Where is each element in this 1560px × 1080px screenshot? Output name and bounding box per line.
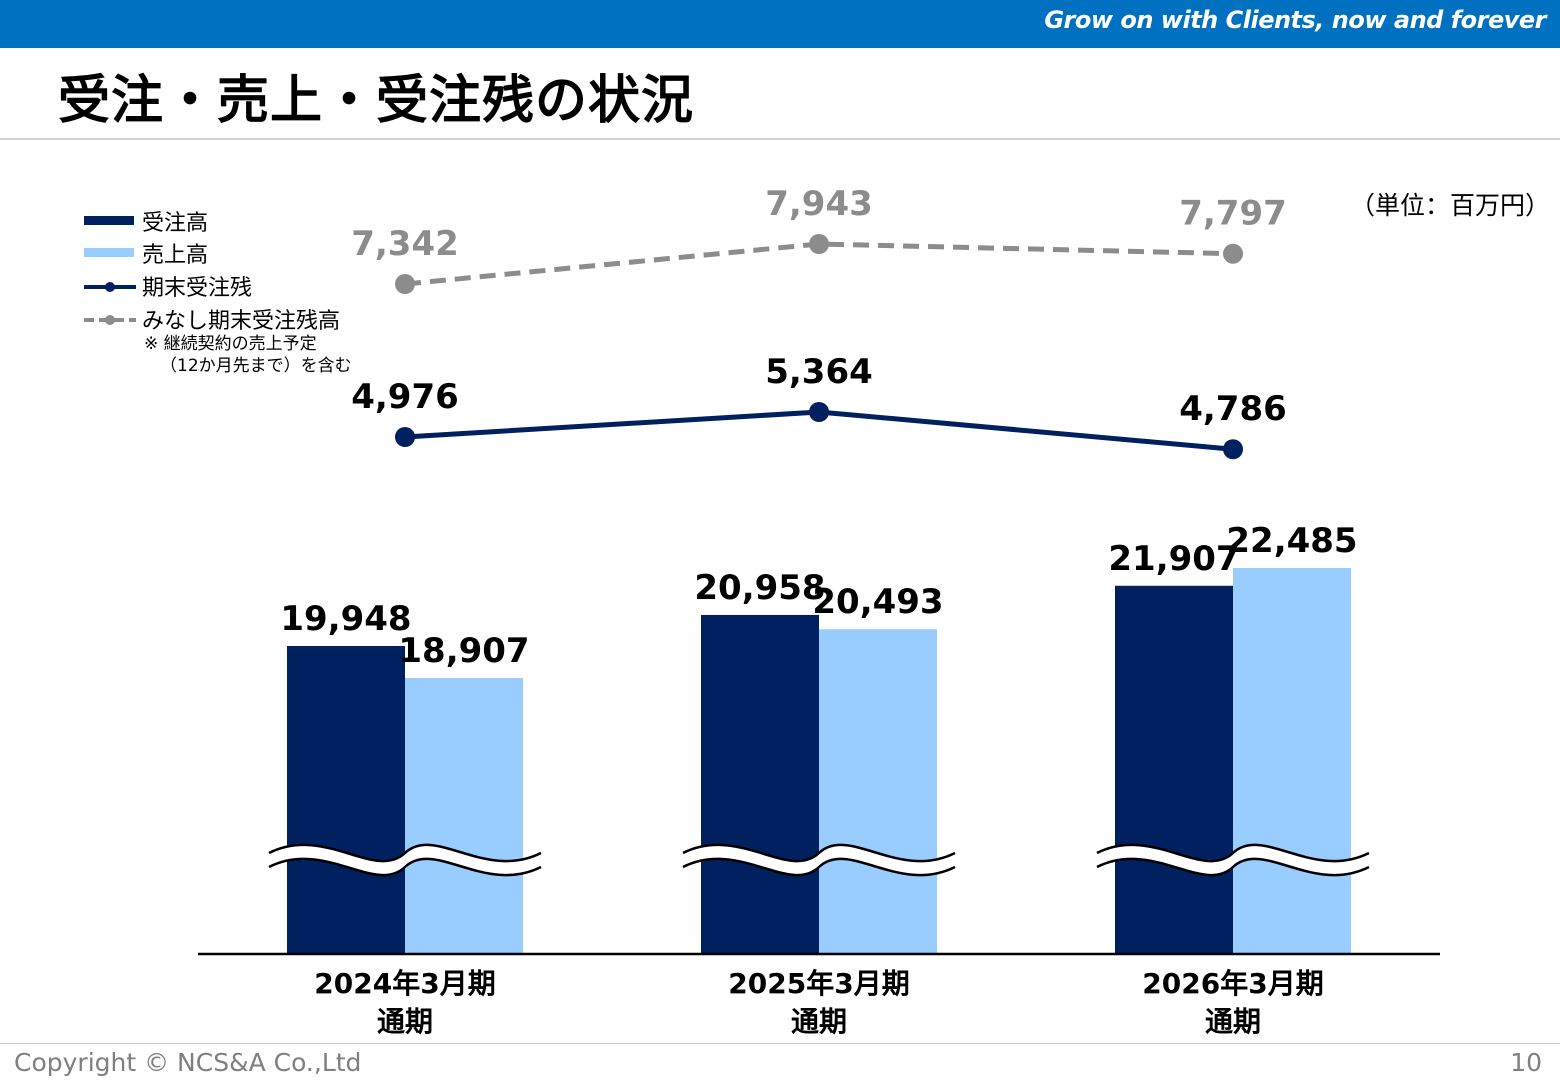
copyright: Copyright © NCS&A Co.,Ltd bbox=[14, 1048, 362, 1077]
legend-label-deemed-backlog: みなし期末受注残高 bbox=[142, 309, 340, 334]
x-tick-label-0-1: 通期 bbox=[377, 1005, 433, 1038]
point-label-backlog-1: 5,364 bbox=[765, 352, 873, 392]
legend-note-line2: （12か月先まで）を含む bbox=[160, 356, 352, 376]
x-tick-label-1-1: 通期 bbox=[791, 1005, 847, 1038]
bar-sales-1 bbox=[819, 629, 937, 954]
bar-label-orders-0: 19,948 bbox=[280, 599, 411, 639]
point-deemed-backlog-1 bbox=[809, 234, 829, 254]
axis-break-bottom-0 bbox=[268, 857, 542, 877]
bar-label-sales-2: 22,485 bbox=[1226, 521, 1357, 561]
bar-label-sales-0: 18,907 bbox=[398, 631, 529, 671]
legend-swatch-sales bbox=[84, 248, 134, 257]
bar-value-labels: 19,948 20,958 21,907 18,907 20,493 22,485 bbox=[280, 521, 1357, 671]
axis-break-top-0 bbox=[268, 843, 542, 863]
axis-break-top-1 bbox=[682, 843, 956, 863]
legend-label-backlog: 期末受注残 bbox=[142, 276, 252, 301]
tagline: Grow on with Clients, now and forever bbox=[1044, 6, 1546, 34]
bar-sales-0 bbox=[405, 678, 523, 954]
x-tick-label-0-0: 2024年3月期 bbox=[314, 967, 495, 1000]
bar-sales-2 bbox=[1233, 568, 1351, 954]
point-deemed-backlog-2 bbox=[1223, 243, 1243, 264]
legend: 受注高 売上高 期末受注残 みなし期末受注残高 ※ 継続契約の売上予定 （12か… bbox=[84, 211, 352, 376]
point-label-deemed-backlog-1: 7,943 bbox=[765, 184, 873, 224]
orders-sales-backlog-chart: 受注高 売上高 期末受注残 みなし期末受注残高 ※ 継続契約の売上予定 （12か… bbox=[84, 184, 1440, 1038]
legend-marker-backlog bbox=[105, 282, 115, 292]
axis-break-bottom-1 bbox=[682, 857, 956, 877]
lines-layer: 4,976 5,364 4,786 7,342 7,943 7,797 bbox=[351, 184, 1287, 460]
bar-label-sales-1: 20,493 bbox=[812, 582, 943, 622]
bar-label-orders-2: 21,907 bbox=[1108, 539, 1239, 579]
axis-breaks bbox=[268, 843, 1370, 877]
legend-label-orders: 受注高 bbox=[142, 211, 208, 236]
axis-break-top-2 bbox=[1096, 843, 1370, 863]
point-backlog-1 bbox=[809, 402, 829, 422]
page-number: 10 bbox=[1510, 1048, 1542, 1077]
axis-break-band-2 bbox=[1097, 844, 1369, 876]
bars-layer bbox=[287, 568, 1351, 954]
page-title: 受注・売上・受注残の状況 bbox=[58, 71, 695, 131]
bar-orders-1 bbox=[701, 614, 819, 954]
point-backlog-2 bbox=[1223, 439, 1243, 460]
point-label-deemed-backlog-2: 7,797 bbox=[1179, 194, 1287, 234]
point-deemed-backlog-0 bbox=[395, 274, 415, 294]
legend-label-sales: 売上高 bbox=[142, 243, 208, 268]
header-bar: Grow on with Clients, now and forever bbox=[0, 0, 1560, 48]
footer-divider bbox=[0, 1043, 1560, 1044]
legend-marker-deemed-backlog bbox=[105, 315, 115, 325]
bar-label-orders-1: 20,958 bbox=[694, 568, 825, 608]
axis-break-bottom-2 bbox=[1096, 857, 1370, 877]
point-label-backlog-0: 4,976 bbox=[351, 377, 459, 417]
unit-label: （単位：百万円） bbox=[1350, 191, 1551, 220]
x-tick-label-2-0: 2026年3月期 bbox=[1142, 967, 1323, 1000]
legend-swatch-orders bbox=[84, 216, 134, 225]
point-backlog-0 bbox=[395, 427, 415, 447]
legend-note-line1: ※ 継続契約の売上予定 bbox=[144, 334, 317, 354]
bar-orders-0 bbox=[287, 646, 405, 954]
title-divider bbox=[0, 138, 1560, 140]
point-label-backlog-2: 4,786 bbox=[1179, 389, 1287, 429]
bar-orders-2 bbox=[1115, 585, 1233, 954]
point-label-deemed-backlog-0: 7,342 bbox=[351, 224, 459, 264]
x-tick-label-2-1: 通期 bbox=[1205, 1005, 1261, 1038]
axis-break-band-1 bbox=[683, 844, 955, 876]
x-tick-label-1-0: 2025年3月期 bbox=[728, 967, 909, 1000]
axis-break-band-0 bbox=[269, 844, 541, 876]
